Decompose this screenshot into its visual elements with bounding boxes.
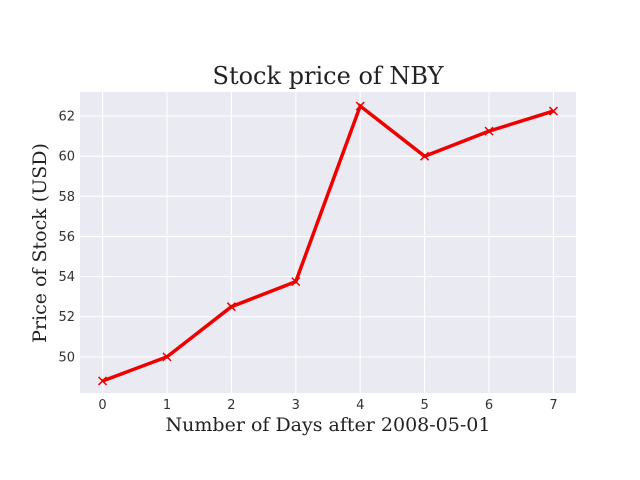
plot-area (80, 92, 576, 393)
y-tick-label: 58 (58, 190, 75, 205)
x-axis-label: Number of Days after 2008-05-01 (166, 414, 491, 436)
data-point-marker (548, 106, 558, 116)
x-tick-label: 3 (292, 398, 300, 413)
y-tick-label: 56 (58, 230, 75, 245)
series-layer (98, 101, 558, 386)
data-point-marker (291, 277, 301, 287)
data-point-marker (355, 101, 365, 111)
x-tick-label: 0 (98, 398, 106, 413)
x-tick-label: 4 (356, 398, 364, 413)
y-tick-label: 62 (58, 110, 75, 125)
series-line (101, 103, 554, 383)
data-point-marker (226, 302, 236, 312)
chart-title: Stock price of NBY (213, 62, 445, 90)
data-point-marker (420, 151, 430, 161)
y-tick-label: 52 (58, 310, 75, 325)
data-point-marker (162, 352, 172, 362)
y-axis-label: Price of Stock (USD) (29, 143, 51, 343)
y-tick-label: 50 (58, 350, 75, 365)
x-tick-label: 5 (420, 398, 428, 413)
data-point-marker (98, 376, 108, 386)
x-tick-label: 1 (163, 398, 171, 413)
x-tick-label: 6 (485, 398, 493, 413)
y-tick-label: 54 (58, 270, 75, 285)
y-tick-label: 60 (58, 150, 75, 165)
x-tick-labels: 0 1 2 3 4 5 6 7 (98, 398, 557, 413)
x-tick-label: 7 (549, 398, 557, 413)
data-point-marker (484, 126, 494, 136)
x-tick-label: 2 (227, 398, 235, 413)
y-tick-labels: 50 52 54 56 58 60 62 (58, 110, 75, 366)
